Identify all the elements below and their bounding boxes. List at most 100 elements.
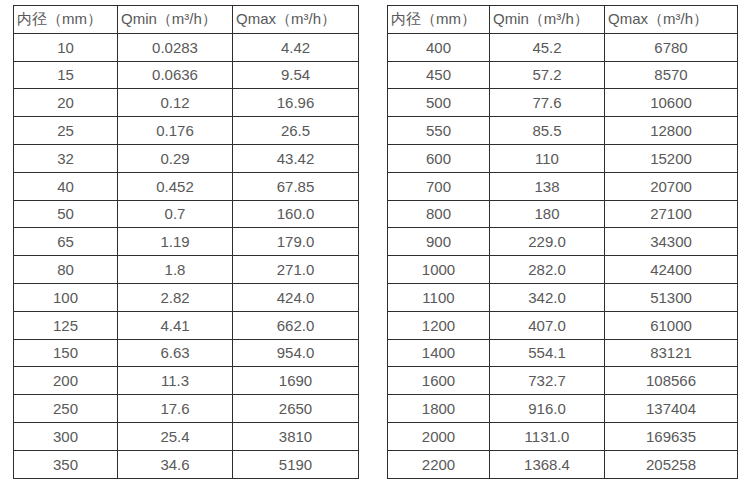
table-cell: 554.1 xyxy=(490,339,605,367)
table-cell: 20 xyxy=(14,89,118,117)
table-row: 40045.26780 xyxy=(388,33,738,61)
table-row: 1100342.051300 xyxy=(388,283,738,311)
table-cell: 15200 xyxy=(605,144,738,172)
table-cell: 65 xyxy=(14,228,118,256)
table-row: 1200407.061000 xyxy=(388,311,738,339)
table-cell: 0.7 xyxy=(118,200,233,228)
table-row: 35034.65190 xyxy=(14,450,359,478)
table-row: 45057.28570 xyxy=(388,61,738,89)
page: 内径（mm）Qmin（m³/h）Qmax（m³/h）100.02834.4215… xyxy=(0,0,750,483)
table-cell: 450 xyxy=(388,61,490,89)
table-cell: 0.176 xyxy=(118,117,233,145)
table-row: 60011015200 xyxy=(388,144,738,172)
table-cell: 2000 xyxy=(388,422,490,450)
table-cell: 160.0 xyxy=(233,200,359,228)
table-cell: 0.12 xyxy=(118,89,233,117)
table-cell: 51300 xyxy=(605,283,738,311)
table-cell: 26.5 xyxy=(233,117,359,145)
table-cell: 3810 xyxy=(233,422,359,450)
table-cell: 1131.0 xyxy=(490,422,605,450)
table-cell: 138 xyxy=(490,172,605,200)
table-row: 1600732.7108566 xyxy=(388,367,738,395)
table-cell: 1100 xyxy=(388,283,490,311)
table-row: 500.7160.0 xyxy=(14,200,359,228)
table-cell: 2650 xyxy=(233,395,359,423)
table-cell: 50 xyxy=(14,200,118,228)
table-cell: 1368.4 xyxy=(490,450,605,478)
table-cell: 20700 xyxy=(605,172,738,200)
table-cell: 1800 xyxy=(388,395,490,423)
table-cell: 1690 xyxy=(233,367,359,395)
table-row: 651.19179.0 xyxy=(14,228,359,256)
table-cell: 550 xyxy=(388,117,490,145)
table-row: 320.2943.42 xyxy=(14,144,359,172)
table-cell: 11.3 xyxy=(118,367,233,395)
table-cell: 662.0 xyxy=(233,311,359,339)
table-cell: 27100 xyxy=(605,200,738,228)
table-cell: 17.6 xyxy=(118,395,233,423)
table-cell: 179.0 xyxy=(233,228,359,256)
table-row: 1002.82424.0 xyxy=(14,283,359,311)
header-row: 内径（mm）Qmin（m³/h）Qmax（m³/h） xyxy=(14,6,359,34)
table-cell: 57.2 xyxy=(490,61,605,89)
table-cell: 110 xyxy=(490,144,605,172)
table-cell: 10600 xyxy=(605,89,738,117)
table-row: 900229.034300 xyxy=(388,228,738,256)
table-cell: 1400 xyxy=(388,339,490,367)
column-header: 内径（mm） xyxy=(388,6,490,34)
table-cell: 32 xyxy=(14,144,118,172)
table-cell: 1200 xyxy=(388,311,490,339)
table-cell: 25 xyxy=(14,117,118,145)
table-cell: 43.42 xyxy=(233,144,359,172)
table-cell: 271.0 xyxy=(233,256,359,284)
column-header: 内径（mm） xyxy=(14,6,118,34)
table-cell: 12800 xyxy=(605,117,738,145)
table-cell: 83121 xyxy=(605,339,738,367)
table-row: 20011.31690 xyxy=(14,367,359,395)
table-cell: 300 xyxy=(14,422,118,450)
table-row: 1800916.0137404 xyxy=(388,395,738,423)
table-cell: 125 xyxy=(14,311,118,339)
table-cell: 10 xyxy=(14,33,118,61)
table-row: 1400554.183121 xyxy=(388,339,738,367)
table-row: 200.1216.96 xyxy=(14,89,359,117)
table-cell: 34300 xyxy=(605,228,738,256)
table-cell: 25.4 xyxy=(118,422,233,450)
table-cell: 350 xyxy=(14,450,118,478)
table-cell: 85.5 xyxy=(490,117,605,145)
table-row: 22001368.4205258 xyxy=(388,450,738,478)
table-cell: 0.0636 xyxy=(118,61,233,89)
table-cell: 732.7 xyxy=(490,367,605,395)
table-cell: 80 xyxy=(14,256,118,284)
table-cell: 6780 xyxy=(605,33,738,61)
table-cell: 1600 xyxy=(388,367,490,395)
table-cell: 342.0 xyxy=(490,283,605,311)
column-header: Qmin（m³/h） xyxy=(490,6,605,34)
table-cell: 1.8 xyxy=(118,256,233,284)
table-cell: 45.2 xyxy=(490,33,605,61)
table-cell: 229.0 xyxy=(490,228,605,256)
table-cell: 2.82 xyxy=(118,283,233,311)
spec-table: 内径（mm）Qmin（m³/h）Qmax（m³/h）100.02834.4215… xyxy=(13,5,359,479)
table-cell: 77.6 xyxy=(490,89,605,117)
table-cell: 108566 xyxy=(605,367,738,395)
table-cell: 169635 xyxy=(605,422,738,450)
table-cell: 6.63 xyxy=(118,339,233,367)
table-cell: 8570 xyxy=(605,61,738,89)
table-row: 70013820700 xyxy=(388,172,738,200)
table-cell: 500 xyxy=(388,89,490,117)
table-cell: 16.96 xyxy=(233,89,359,117)
table-cell: 61000 xyxy=(605,311,738,339)
table-cell: 180 xyxy=(490,200,605,228)
column-header: Qmax（m³/h） xyxy=(605,6,738,34)
table-cell: 4.42 xyxy=(233,33,359,61)
table-cell: 424.0 xyxy=(233,283,359,311)
table-cell: 67.85 xyxy=(233,172,359,200)
table-cell: 200 xyxy=(14,367,118,395)
spec-table: 内径（mm）Qmin（m³/h）Qmax（m³/h）40045.26780450… xyxy=(387,5,738,479)
table-row: 150.06369.54 xyxy=(14,61,359,89)
table-row: 250.17626.5 xyxy=(14,117,359,145)
table-cell: 150 xyxy=(14,339,118,367)
table-row: 50077.610600 xyxy=(388,89,738,117)
header-row: 内径（mm）Qmin（m³/h）Qmax（m³/h） xyxy=(388,6,738,34)
